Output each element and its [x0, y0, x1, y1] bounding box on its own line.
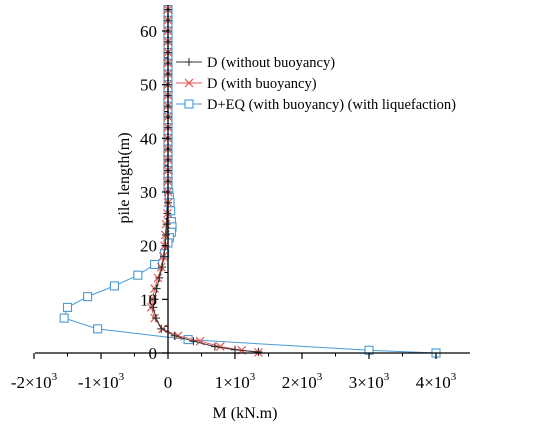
data-point [83, 292, 93, 302]
data-point [93, 324, 103, 334]
data-point [109, 281, 119, 291]
y-axis-title: pile length(m) [116, 132, 133, 223]
y-tick-label: 0 [149, 344, 158, 363]
legend-item: D (without buoyancy) [176, 55, 335, 71]
data-point [254, 347, 263, 356]
y-tick-label: 20 [140, 237, 157, 256]
data-point [215, 342, 225, 351]
x-axis-title: M (kN.m) [213, 405, 278, 422]
data-point [59, 313, 69, 323]
data-point [149, 303, 158, 312]
data-point [157, 324, 166, 333]
marker-stroke [195, 336, 205, 346]
legend: D (without buoyancy) D (with buoyancy) D+E… [176, 55, 456, 113]
data-point [152, 284, 161, 293]
legend-label: D+EQ (with buoyancy) (with liquefaction) [207, 97, 456, 113]
data-point [189, 337, 198, 346]
marker-stroke [215, 342, 225, 351]
y-tick-label: 60 [140, 22, 157, 41]
legend-marker [184, 78, 194, 88]
x-tick-label: -1×103 [78, 371, 125, 392]
y-tick-label: 30 [140, 183, 157, 202]
data-point [150, 295, 159, 304]
x-tick-label: 3×103 [349, 371, 390, 392]
data-point [163, 209, 172, 218]
legend-item: D (with buoyancy) [176, 76, 317, 92]
x-tick-label: 0 [164, 373, 173, 392]
data-point [159, 252, 168, 261]
data-point [210, 342, 219, 351]
legend-marker [185, 58, 193, 66]
x-tick-label: 2×103 [282, 371, 323, 392]
x-tick-label: 4×103 [416, 371, 457, 392]
axes-layer: -2×103 -1×103 0 1×103 2×103 3×103 4×103 0 10 20 30… [11, 5, 470, 392]
data-point [62, 302, 73, 312]
y-tick-label: 40 [140, 129, 157, 148]
legend-marker [184, 99, 194, 109]
legend-label: D (without buoyancy) [207, 55, 335, 71]
marker-stroke [184, 78, 194, 88]
data-point [170, 331, 179, 340]
data-point [151, 314, 160, 323]
data-point [155, 273, 164, 282]
x-tick-label: -2×103 [11, 371, 58, 392]
y-tick-label: 10 [140, 290, 157, 309]
data-point [162, 220, 171, 229]
data-point [157, 263, 166, 272]
data-point [150, 259, 160, 270]
data-point [161, 230, 170, 239]
data-point [133, 270, 143, 280]
legend-label: D (with buoyancy) [207, 76, 317, 92]
legend-item: D+EQ (with buoyancy) (with liquefaction) [176, 97, 456, 113]
x-tick-label: 1×103 [215, 371, 256, 392]
y-tick-label: 50 [140, 76, 157, 95]
